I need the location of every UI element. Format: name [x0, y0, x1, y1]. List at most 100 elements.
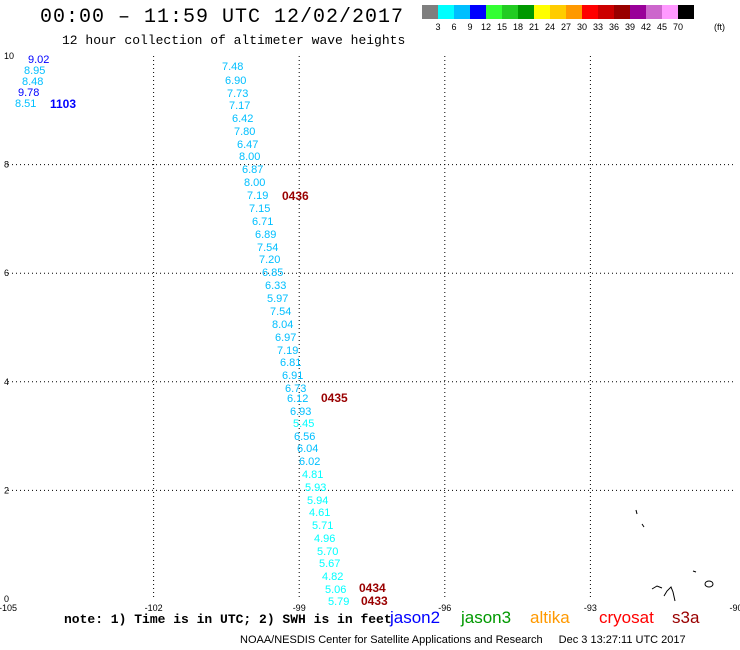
legend-swatch: [486, 5, 502, 19]
swh-value: 4.81: [302, 469, 323, 481]
swh-value: 8.04: [272, 319, 293, 331]
legend-label: 39: [624, 22, 636, 32]
mission-name-cryosat: cryosat: [599, 608, 654, 627]
legend-label: 12: [480, 22, 492, 32]
legend-label: 15: [496, 22, 508, 32]
page-subtitle: 12 hour collection of altimeter wave hei…: [62, 33, 406, 48]
swh-value: 6.42: [232, 113, 253, 125]
coastline-segment: [635, 509, 638, 515]
legend-swatch: [598, 5, 614, 19]
swh-labels: 9.028.958.489.788.51 7.48 6.907.737.176.42…: [15, 54, 349, 608]
swh-value: 5.94: [307, 495, 328, 507]
swh-value: 4.82: [322, 571, 343, 583]
footer-credit: NOAA/NESDIS Center for Satellite Applica…: [240, 634, 543, 646]
swh-value: 7.73: [227, 88, 248, 100]
coastline: [635, 509, 714, 602]
swh-value: 8.48: [22, 76, 43, 88]
legend-swatch: [662, 5, 678, 19]
swh-value: 6.04: [297, 443, 318, 455]
swh-value: 7.54: [270, 306, 291, 318]
note-text: note: 1) Time is in UTC; 2) SWH is in fe…: [64, 612, 392, 627]
legend-swatch: [550, 5, 566, 19]
legend-label: 30: [576, 22, 588, 32]
legend-swatch: [646, 5, 662, 19]
footer-timestamp: Dec 3 13:27:11 UTC 2017: [558, 634, 686, 646]
axis-ticks: -105 -102 -99 -96 -93 -90 0 2 4 6 8 10: [0, 51, 740, 613]
swh-value: 5.45: [293, 418, 314, 430]
pass-time-label: 0433: [361, 594, 388, 608]
swh-value: 6.81: [280, 357, 301, 369]
swh-value: 5.67: [319, 558, 340, 570]
swh-value: 5.06: [325, 584, 346, 596]
legend-label: 9: [467, 22, 473, 32]
legend-swatch: [454, 5, 470, 19]
legend-swatch: [438, 5, 454, 19]
pass-time-label: 0436: [282, 189, 309, 203]
legend-label: 36: [608, 22, 620, 32]
swh-value: 6.73: [285, 383, 306, 395]
color-scale-unit: (ft): [714, 22, 725, 32]
legend-label: 21: [528, 22, 540, 32]
y-tick-label: 6: [4, 268, 9, 278]
legend-label: 27: [560, 22, 572, 32]
y-tick-label: 10: [4, 51, 14, 61]
legend-label: 3: [435, 22, 441, 32]
swh-value: 8.95: [24, 65, 45, 77]
swh-value: 7.54: [257, 242, 278, 254]
pass-time-label: 0434: [359, 581, 386, 595]
swh-value: 7.15: [249, 203, 270, 215]
y-tick-label: 2: [4, 485, 9, 495]
swh-value: 6.56: [294, 431, 315, 443]
legend-swatch: [518, 5, 534, 19]
legend-label: 42: [640, 22, 652, 32]
swh-value: 8.00: [239, 151, 260, 163]
y-tick-label: 4: [4, 377, 9, 387]
legend-swatch: [422, 5, 438, 19]
swh-value: 5.79: [328, 596, 349, 608]
legend-swatch: [534, 5, 550, 19]
legend-swatch: [678, 5, 694, 19]
swh-value: 6.02: [299, 456, 320, 468]
swh-value: 7.19: [247, 190, 268, 202]
legend-label: 70: [672, 22, 684, 32]
y-tick-label: 0: [4, 594, 9, 604]
x-tick-label: -93: [584, 603, 597, 613]
pass-time-label: 0435: [321, 391, 348, 405]
swh-value: 6.85: [262, 267, 283, 279]
y-tick-label: 8: [4, 160, 9, 170]
mission-name-jason3: jason3: [461, 608, 512, 627]
swh-value: 6.91: [282, 370, 303, 382]
coastline-segment: [692, 570, 697, 573]
legend-swatch: [630, 5, 646, 19]
legend-label: 6: [451, 22, 457, 32]
swh-value: 4.96: [314, 533, 335, 545]
legend-swatch: [582, 5, 598, 19]
swh-value: 7.17: [229, 100, 250, 112]
coastline-segment: [641, 523, 645, 528]
legend-label: 45: [656, 22, 668, 32]
swh-value: 6.12: [287, 393, 308, 405]
legend-label: 33: [592, 22, 604, 32]
swh-value: 5.71: [312, 520, 333, 532]
swh-value: 7.20: [259, 254, 280, 266]
coastline-segment: [663, 586, 676, 602]
swh-value: 9.02: [28, 54, 49, 66]
swh-value: 6.71: [252, 216, 273, 228]
swh-value: 5.93: [305, 482, 326, 494]
legend-swatch: [502, 5, 518, 19]
swh-value: 8.51: [15, 98, 36, 110]
x-tick-label: -105: [0, 603, 17, 613]
legend-label: 24: [544, 22, 556, 32]
legend-swatch: [470, 5, 486, 19]
legend-label: 18: [512, 22, 524, 32]
coastline-segment: [651, 585, 663, 590]
swh-value: 9.78: [18, 87, 39, 99]
swh-value: 5.97: [267, 293, 288, 305]
legend-swatch: [566, 5, 582, 19]
swh-value: 6.97: [275, 332, 296, 344]
mission-name-altika: altika: [530, 608, 570, 627]
x-tick-label: -96: [438, 603, 451, 613]
x-tick-label: -102: [145, 603, 163, 613]
page-title: 00:00 – 11:59 UTC 12/02/2017: [40, 6, 405, 29]
